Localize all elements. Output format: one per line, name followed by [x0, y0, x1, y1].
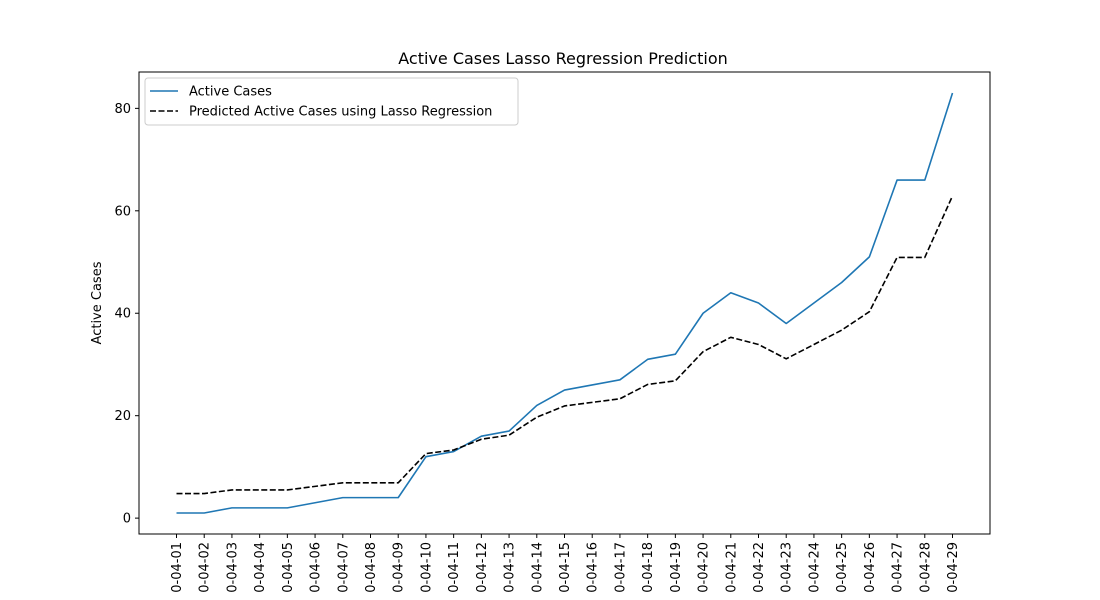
x-tick-label: 0-04-24 [807, 542, 822, 593]
x-tick-label: 0-04-29 [946, 542, 961, 593]
x-tick-label: 0-04-23 [780, 542, 795, 593]
x-tick-label: 0-04-15 [558, 542, 573, 593]
chart-title: Active Cases Lasso Regression Prediction [398, 49, 728, 68]
x-tick-label: 0-04-19 [669, 542, 684, 593]
x-tick-label: 0-04-12 [475, 542, 490, 593]
x-tick-label: 0-04-26 [863, 542, 878, 593]
x-tick-label: 0-04-09 [392, 542, 407, 593]
x-tick-label: 0-04-22 [752, 542, 767, 593]
x-tick-label: 0-04-21 [724, 542, 739, 593]
x-tick-label: 0-04-07 [336, 542, 351, 593]
x-tick-label: 0-04-02 [198, 542, 213, 593]
x-tick-label: 0-04-13 [503, 542, 518, 593]
x-tick-label: 0-04-18 [641, 542, 656, 593]
x-tick-label: 0-04-05 [281, 542, 296, 593]
series-line-active-cases [176, 92, 954, 514]
series-line-predicted-active-cases [176, 195, 954, 495]
x-tick-label: 0-04-27 [891, 542, 906, 593]
x-tick-label: 0-04-01 [170, 542, 185, 593]
y-tick-label: 60 [114, 204, 131, 219]
x-tick-label: 0-04-11 [447, 542, 462, 593]
y-tick-label: 20 [114, 409, 131, 424]
y-tick-label: 40 [114, 307, 131, 322]
legend-box [144, 77, 519, 126]
x-tick-label: 0-04-25 [835, 542, 850, 593]
x-tick-label: 0-04-10 [419, 542, 434, 593]
x-tick-label: 0-04-06 [309, 542, 324, 593]
y-axis-label: Active Cases [90, 261, 105, 344]
plot-area: 0 20 40 60 80 0-04-01 0-04-02 0-04-03 0-04-04 0-0… [114, 71, 991, 593]
legend-entry-label: Predicted Active Cases using Lasso Regre… [189, 105, 492, 120]
plot-frame [138, 71, 991, 535]
x-tick-label: 0-04-08 [364, 542, 379, 593]
legend-entry-label: Active Cases [189, 85, 272, 100]
x-tick-label: 0-04-14 [530, 542, 545, 593]
legend: Active Cases Predicted Active Cases using… [144, 77, 519, 126]
x-tick-label: 0-04-28 [918, 542, 933, 593]
x-tick-label: 0-04-17 [613, 542, 628, 593]
x-tick-label: 0-04-04 [253, 542, 268, 593]
x-tick-label: 0-04-03 [225, 542, 240, 593]
x-tick-label: 0-04-16 [586, 542, 601, 593]
y-tick-label: 0 [123, 512, 131, 527]
x-tick-label: 0-04-20 [697, 542, 712, 593]
y-tick-label: 80 [114, 102, 131, 117]
